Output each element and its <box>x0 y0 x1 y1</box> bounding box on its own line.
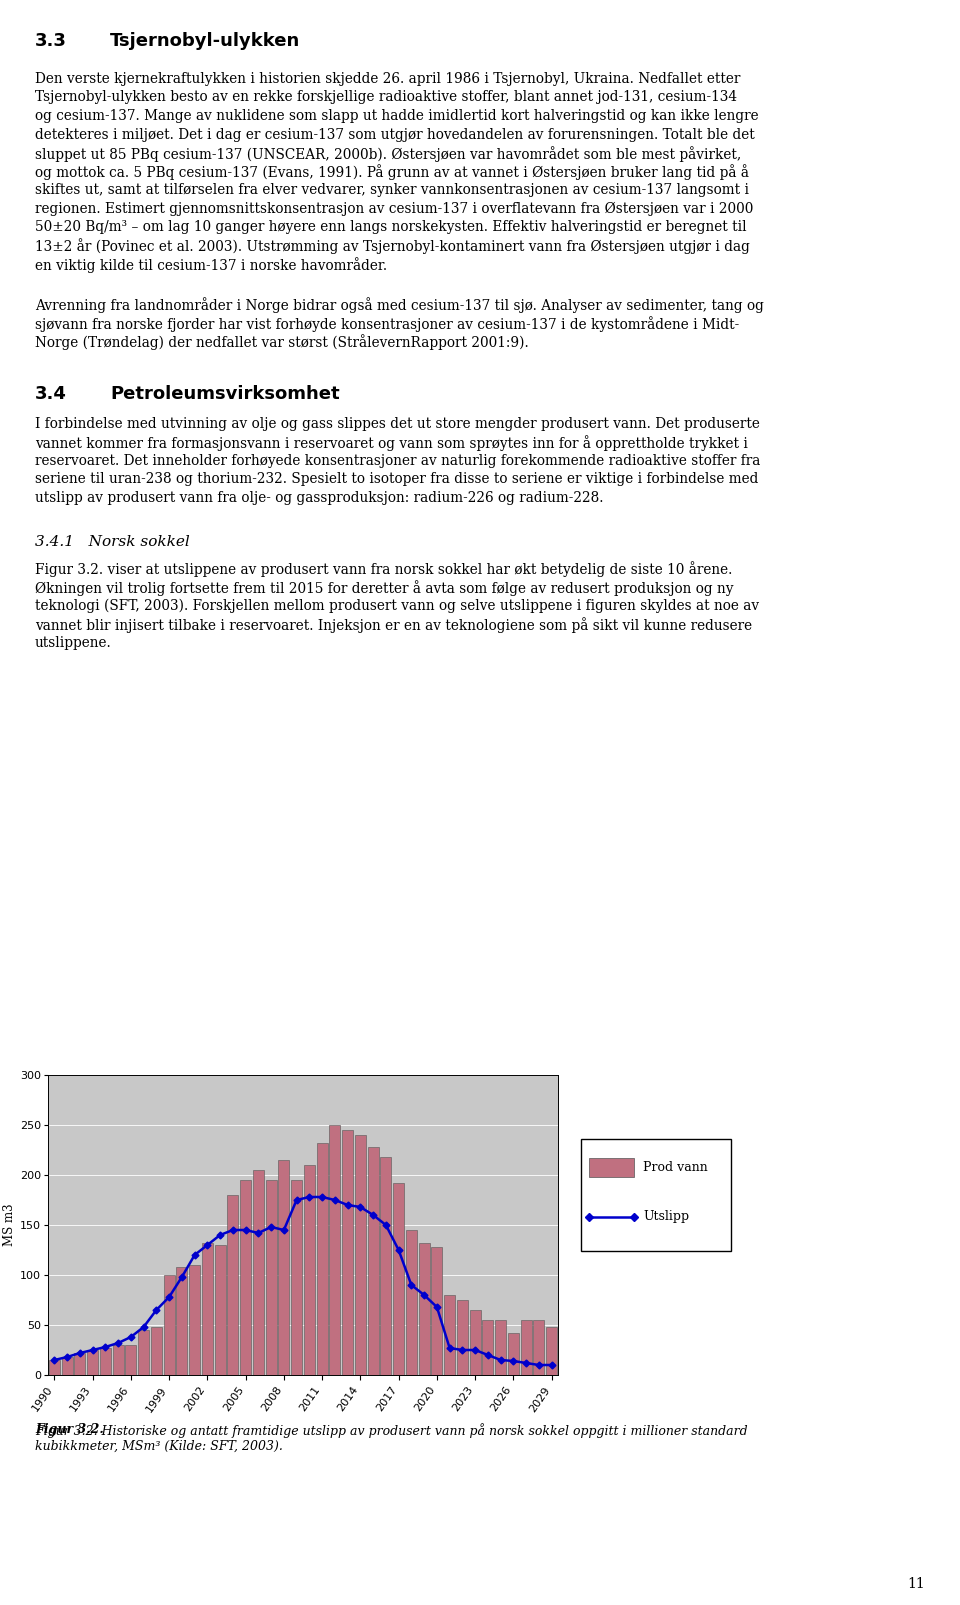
Text: Tsjernobyl-ulykken besto av en rekke forskjellige radioaktive stoffer, blant ann: Tsjernobyl-ulykken besto av en rekke for… <box>35 90 737 104</box>
Text: Figur 3.2. viser at utslippene av produsert vann fra norsk sokkel har økt betyde: Figur 3.2. viser at utslippene av produs… <box>35 562 732 578</box>
Text: 13±2 år (Povinec et al. 2003). Utstrømming av Tsjernobyl-kontaminert vann fra Øs: 13±2 år (Povinec et al. 2003). Utstrømmi… <box>35 239 750 254</box>
Text: Petroleumsvirksomhet: Petroleumsvirksomhet <box>110 385 340 403</box>
Text: vannet kommer fra formasjonsvann i reservoaret og vann som sprøytes inn for å op: vannet kommer fra formasjonsvann i reser… <box>35 435 748 451</box>
Bar <box>457 1300 468 1375</box>
Text: og cesium-137. Mange av nuklidene som slapp ut hadde imidlertid kort halveringst: og cesium-137. Mange av nuklidene som sl… <box>35 109 758 124</box>
Bar <box>138 1331 149 1375</box>
Text: Den verste kjernekraftulykken i historien skjedde 26. april 1986 i Tsjernobyl, U: Den verste kjernekraftulykken i historie… <box>35 72 740 87</box>
Bar <box>151 1327 162 1375</box>
Text: Økningen vil trolig fortsette frem til 2015 for deretter å avta som følge av red: Økningen vil trolig fortsette frem til 2… <box>35 579 733 595</box>
Text: Figur 3.2.: Figur 3.2. <box>35 1424 104 1436</box>
Bar <box>189 1265 200 1375</box>
Bar <box>355 1135 366 1375</box>
Text: teknologi (SFT, 2003). Forskjellen mellom produsert vann og selve utslippene i f: teknologi (SFT, 2003). Forskjellen mello… <box>35 599 759 613</box>
Text: Norge (Trøndelag) der nedfallet var størst (StrålevernRapport 2001:9).: Norge (Trøndelag) der nedfallet var stør… <box>35 334 529 350</box>
Bar <box>177 1266 187 1375</box>
Bar <box>520 1319 532 1375</box>
Bar <box>278 1160 289 1375</box>
Bar <box>75 1353 85 1375</box>
Bar <box>431 1247 443 1375</box>
Bar <box>164 1274 175 1375</box>
Bar <box>202 1242 213 1375</box>
Text: regionen. Estimert gjennomsnittskonsentrasjon av cesium-137 i overflatevann fra : regionen. Estimert gjennomsnittskonsentr… <box>35 202 754 215</box>
Text: 11: 11 <box>907 1578 925 1591</box>
Bar <box>534 1319 544 1375</box>
Text: skiftes ut, samt at tilførselen fra elver vedvarer, synker vannkonsentrasjonen a: skiftes ut, samt at tilførselen fra elve… <box>35 183 749 197</box>
Text: seriene til uran-238 og thorium-232. Spesielt to isotoper fra disse to seriene e: seriene til uran-238 og thorium-232. Spe… <box>35 472 758 486</box>
Bar <box>368 1148 378 1375</box>
Bar <box>444 1295 455 1375</box>
Bar <box>252 1170 264 1375</box>
Text: Utslipp: Utslipp <box>643 1210 689 1223</box>
Bar <box>394 1183 404 1375</box>
Bar <box>240 1180 252 1375</box>
Bar <box>87 1350 98 1375</box>
Bar <box>342 1130 353 1375</box>
Text: reservoaret. Det inneholder forhøyede konsentrasjoner av naturlig forekommende r: reservoaret. Det inneholder forhøyede ko… <box>35 454 760 469</box>
Bar <box>317 1143 327 1375</box>
Text: 3.4.1   Norsk sokkel: 3.4.1 Norsk sokkel <box>35 536 190 549</box>
Text: en viktig kilde til cesium-137 i norske havområder.: en viktig kilde til cesium-137 i norske … <box>35 257 387 273</box>
Text: Prod vann: Prod vann <box>643 1160 708 1173</box>
Bar <box>112 1345 124 1375</box>
Bar <box>508 1334 518 1375</box>
Bar <box>215 1245 226 1375</box>
Text: 3.4: 3.4 <box>35 385 67 403</box>
Text: Figur 3.2. Historiske og antatt framtidige utslipp av produsert vann på norsk so: Figur 3.2. Historiske og antatt framtidi… <box>35 1424 748 1438</box>
Bar <box>406 1229 417 1375</box>
Bar <box>304 1165 315 1375</box>
Bar <box>100 1348 110 1375</box>
Bar <box>380 1157 392 1375</box>
Bar <box>291 1180 302 1375</box>
Text: utslippene.: utslippene. <box>35 636 111 650</box>
Y-axis label: MS m3: MS m3 <box>3 1204 15 1247</box>
Text: kubikkmeter, MSm³ (Kilde: SFT, 2003).: kubikkmeter, MSm³ (Kilde: SFT, 2003). <box>35 1440 283 1453</box>
Bar <box>329 1125 340 1375</box>
Bar <box>61 1356 73 1375</box>
Text: Avrenning fra landnområder i Norge bidrar også med cesium-137 til sjø. Analyser : Avrenning fra landnområder i Norge bidra… <box>35 297 764 313</box>
Text: vannet blir injisert tilbake i reservoaret. Injeksjon er en av teknologiene som : vannet blir injisert tilbake i reservoar… <box>35 616 752 632</box>
Bar <box>588 1157 634 1176</box>
Text: 3.3: 3.3 <box>35 32 67 50</box>
Bar <box>49 1359 60 1375</box>
Text: I forbindelse med utvinning av olje og gass slippes det ut store mengder produse: I forbindelse med utvinning av olje og g… <box>35 417 760 432</box>
Bar <box>546 1327 557 1375</box>
FancyBboxPatch shape <box>581 1138 732 1252</box>
Bar <box>266 1180 276 1375</box>
Bar <box>228 1196 238 1375</box>
Text: utslipp av produsert vann fra olje- og gassproduksjon: radium-226 og radium-228.: utslipp av produsert vann fra olje- og g… <box>35 491 604 506</box>
Bar <box>495 1319 506 1375</box>
Text: sjøvann fra norske fjorder har vist forhøyde konsentrasjoner av cesium-137 i de : sjøvann fra norske fjorder har vist forh… <box>35 316 739 332</box>
Text: sluppet ut 85 PBq cesium-137 (UNSCEAR, 2000b). Østersjøen var havområdet som ble: sluppet ut 85 PBq cesium-137 (UNSCEAR, 2… <box>35 146 741 162</box>
Bar <box>126 1345 136 1375</box>
Bar <box>419 1242 429 1375</box>
Bar <box>483 1319 493 1375</box>
Text: og mottok ca. 5 PBq cesium-137 (Evans, 1991). På grunn av at vannet i Østersjøen: og mottok ca. 5 PBq cesium-137 (Evans, 1… <box>35 164 749 180</box>
Text: Tsjernobyl-ulykken: Tsjernobyl-ulykken <box>110 32 300 50</box>
Text: detekteres i miljøet. Det i dag er cesium-137 som utgjør hovedandelen av foruren: detekteres i miljøet. Det i dag er cesiu… <box>35 127 755 141</box>
Bar <box>469 1310 481 1375</box>
Text: 50±20 Bq/m³ – om lag 10 ganger høyere enn langs norskekysten. Effektiv halvering: 50±20 Bq/m³ – om lag 10 ganger høyere en… <box>35 220 747 234</box>
